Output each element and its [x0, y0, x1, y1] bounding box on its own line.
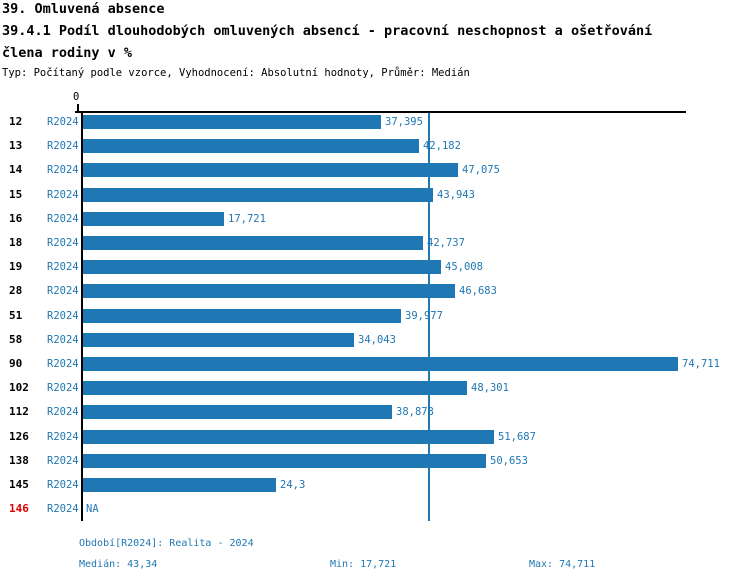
- row-id-label: 13: [9, 139, 23, 152]
- row-id-label: 102: [9, 381, 29, 394]
- chart-row: 28 R2024 46,683: [0, 284, 750, 298]
- bar: [83, 478, 276, 492]
- row-period-label: R2024: [47, 237, 79, 249]
- chart-meta-line: Typ: Počítaný podle vzorce, Vyhodnocení:…: [2, 67, 470, 79]
- median-line: [428, 113, 430, 521]
- row-id-label: 19: [9, 260, 23, 273]
- chart-row: 146 R2024 NA: [0, 502, 750, 516]
- chart-row: 126 R2024 51,687: [0, 430, 750, 444]
- bar-value-label: 48,301: [471, 382, 509, 394]
- chart-row: 102 R2024 48,301: [0, 381, 750, 395]
- row-id-label: 28: [9, 284, 23, 297]
- bar: [83, 163, 458, 177]
- bar-value-label: 34,043: [358, 334, 396, 346]
- row-period-label: R2024: [47, 261, 79, 273]
- row-period-label: R2024: [47, 406, 79, 418]
- row-period-label: R2024: [47, 213, 79, 225]
- chart-row: 15 R2024 43,943: [0, 188, 750, 202]
- x-axis-line: [75, 111, 686, 113]
- row-period-label: R2024: [47, 382, 79, 394]
- chart-row: 12 R2024 37,395: [0, 115, 750, 129]
- bar: [83, 333, 354, 347]
- bar: [83, 139, 419, 153]
- chart-row: 58 R2024 34,043: [0, 333, 750, 347]
- footer-max: Max: 74,711: [529, 559, 596, 570]
- chart-title-line2: člena rodiny v %: [2, 45, 133, 61]
- bar-value-label: 45,008: [445, 261, 483, 273]
- row-id-label: 138: [9, 454, 29, 467]
- row-id-label: 51: [9, 309, 23, 322]
- row-id-label: 126: [9, 430, 29, 443]
- bar-value-label: 74,711: [682, 358, 720, 370]
- chart-row: 14 R2024 47,075: [0, 163, 750, 177]
- bar-value-label: 39,977: [405, 310, 443, 322]
- bar: [83, 309, 401, 323]
- bar-value-label: 37,395: [385, 116, 423, 128]
- bar-value-label: 50,653: [490, 455, 528, 467]
- row-id-label: 146: [9, 502, 29, 515]
- footer-min: Min: 17,721: [330, 559, 397, 570]
- chart-title-line1: 39.4.1 Podíl dlouhodobých omluvených abs…: [2, 23, 653, 39]
- chart-row: 51 R2024 39,977: [0, 309, 750, 323]
- chart-row: 145 R2024 24,3: [0, 478, 750, 492]
- footer-median: Medián: 43,34: [79, 559, 158, 570]
- bar-value-label: 47,075: [462, 164, 500, 176]
- bar: [83, 236, 423, 250]
- row-id-label: 90: [9, 357, 23, 370]
- bar-value-label: 42,182: [423, 140, 461, 152]
- axis-zero-tick-mark: [77, 104, 79, 112]
- row-period-label: R2024: [47, 285, 79, 297]
- footer-period-info: Období[R2024]: Realita - 2024: [79, 538, 254, 549]
- bar: [83, 454, 486, 468]
- bar-value-label: NA: [86, 503, 99, 515]
- bar-value-label: 17,721: [228, 213, 266, 225]
- bar-value-label: 24,3: [280, 479, 306, 491]
- row-period-label: R2024: [47, 164, 79, 176]
- row-id-label: 16: [9, 212, 23, 225]
- axis-zero-tick-label: 0: [73, 91, 80, 103]
- row-period-label: R2024: [47, 189, 79, 201]
- y-axis-line: [81, 111, 83, 521]
- row-id-label: 112: [9, 405, 29, 418]
- row-period-label: R2024: [47, 455, 79, 467]
- chart-row: 18 R2024 42,737: [0, 236, 750, 250]
- bar: [83, 284, 455, 298]
- row-period-label: R2024: [47, 116, 79, 128]
- bar: [83, 381, 467, 395]
- chart-row: 13 R2024 42,182: [0, 139, 750, 153]
- row-id-label: 14: [9, 163, 23, 176]
- row-period-label: R2024: [47, 310, 79, 322]
- bar: [83, 430, 494, 444]
- bar-value-label: 38,873: [396, 406, 434, 418]
- page-title: 39. Omluvená absence: [2, 1, 165, 17]
- chart-row: 112 R2024 38,873: [0, 405, 750, 419]
- chart-row: 90 R2024 74,711: [0, 357, 750, 371]
- bar-value-label: 42,737: [427, 237, 465, 249]
- bar-value-label: 43,943: [437, 189, 475, 201]
- row-period-label: R2024: [47, 479, 79, 491]
- row-id-label: 15: [9, 188, 23, 201]
- row-period-label: R2024: [47, 358, 79, 370]
- row-period-label: R2024: [47, 431, 79, 443]
- chart-row: 138 R2024 50,653: [0, 454, 750, 468]
- row-period-label: R2024: [47, 140, 79, 152]
- chart-row: 16 R2024 17,721: [0, 212, 750, 226]
- bar: [83, 212, 224, 226]
- row-period-label: R2024: [47, 334, 79, 346]
- bar: [83, 357, 678, 371]
- row-id-label: 18: [9, 236, 23, 249]
- bar-value-label: 51,687: [498, 431, 536, 443]
- bar: [83, 115, 381, 129]
- row-id-label: 58: [9, 333, 23, 346]
- bar: [83, 188, 433, 202]
- bar: [83, 405, 392, 419]
- chart-row: 19 R2024 45,008: [0, 260, 750, 274]
- row-id-label: 12: [9, 115, 23, 128]
- bar: [83, 260, 441, 274]
- row-period-label: R2024: [47, 503, 79, 515]
- bar-value-label: 46,683: [459, 285, 497, 297]
- row-id-label: 145: [9, 478, 29, 491]
